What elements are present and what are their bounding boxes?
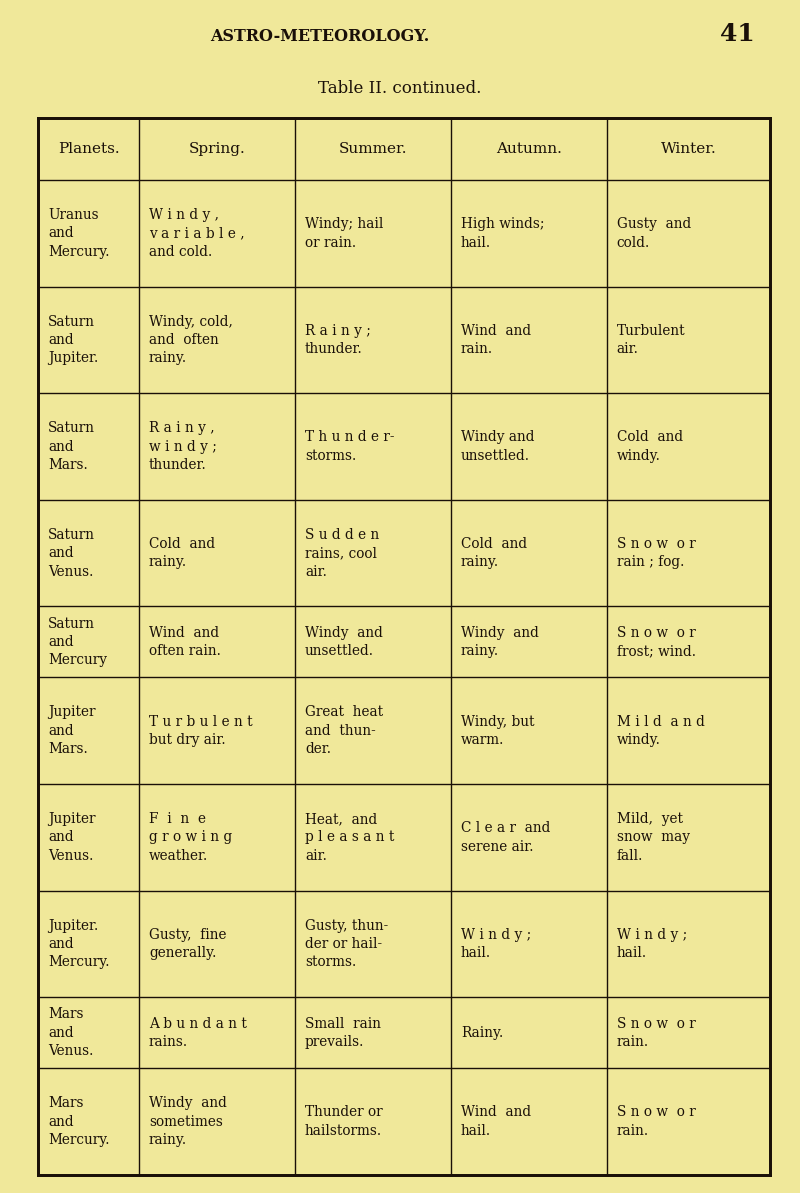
- Text: Turbulent
air.: Turbulent air.: [617, 323, 686, 357]
- Text: S n o w  o r
rain.: S n o w o r rain.: [617, 1016, 695, 1049]
- Text: T h u n d e r-
storms.: T h u n d e r- storms.: [305, 431, 394, 463]
- Text: Thunder or
hailstorms.: Thunder or hailstorms.: [305, 1106, 382, 1138]
- Text: Windy, cold,
and  often
rainy.: Windy, cold, and often rainy.: [149, 315, 233, 365]
- Text: W i n d y ,
v a r i a b l e ,
and cold.: W i n d y , v a r i a b l e , and cold.: [149, 208, 245, 259]
- Text: Mars
and
Venus.: Mars and Venus.: [48, 1007, 94, 1058]
- Text: Jupiter
and
Venus.: Jupiter and Venus.: [48, 812, 95, 863]
- Text: S n o w  o r
frost; wind.: S n o w o r frost; wind.: [617, 626, 696, 659]
- Text: Winter.: Winter.: [661, 142, 716, 156]
- Text: Wind  and
rain.: Wind and rain.: [461, 323, 531, 357]
- Text: M i l d  a n d
windy.: M i l d a n d windy.: [617, 715, 705, 747]
- Text: Cold  and
rainy.: Cold and rainy.: [461, 537, 527, 569]
- Text: High winds;
hail.: High winds; hail.: [461, 217, 544, 249]
- Text: C l e a r  and
serene air.: C l e a r and serene air.: [461, 821, 550, 854]
- Text: R a i n y ,
w i n d y ;
thunder.: R a i n y , w i n d y ; thunder.: [149, 421, 217, 472]
- Text: Wind  and
often rain.: Wind and often rain.: [149, 626, 221, 659]
- Text: Heat,  and
p l e a s a n t
air.: Heat, and p l e a s a n t air.: [305, 812, 394, 863]
- Text: S u d d e n
rains, cool
air.: S u d d e n rains, cool air.: [305, 527, 379, 579]
- Text: W i n d y ;
hail.: W i n d y ; hail.: [461, 928, 531, 960]
- Text: 41: 41: [720, 21, 755, 47]
- Text: Gusty  and
cold.: Gusty and cold.: [617, 217, 691, 249]
- Text: Windy  and
unsettled.: Windy and unsettled.: [305, 626, 383, 659]
- Text: Spring.: Spring.: [189, 142, 246, 156]
- Text: Gusty,  fine
generally.: Gusty, fine generally.: [149, 928, 226, 960]
- Text: Wind  and
hail.: Wind and hail.: [461, 1106, 531, 1138]
- Text: S n o w  o r
rain.: S n o w o r rain.: [617, 1106, 695, 1138]
- Text: Windy  and
rainy.: Windy and rainy.: [461, 626, 538, 659]
- Text: F  i  n  e
g r o w i n g
weather.: F i n e g r o w i n g weather.: [149, 812, 232, 863]
- Text: Small  rain
prevails.: Small rain prevails.: [305, 1016, 381, 1049]
- Text: A b u n d a n t
rains.: A b u n d a n t rains.: [149, 1016, 247, 1049]
- Text: Cold  and
rainy.: Cold and rainy.: [149, 537, 215, 569]
- Text: Cold  and
windy.: Cold and windy.: [617, 431, 683, 463]
- Text: Uranus
and
Mercury.: Uranus and Mercury.: [48, 208, 110, 259]
- Text: Table II. continued.: Table II. continued.: [318, 80, 482, 97]
- Text: Windy; hail
or rain.: Windy; hail or rain.: [305, 217, 383, 249]
- Text: Mild,  yet
snow  may
fall.: Mild, yet snow may fall.: [617, 812, 690, 863]
- Text: Summer.: Summer.: [338, 142, 407, 156]
- Text: ASTRO-METEOROLOGY.: ASTRO-METEOROLOGY.: [210, 27, 430, 45]
- Text: Great  heat
and  thun-
der.: Great heat and thun- der.: [305, 705, 383, 756]
- Text: Autumn.: Autumn.: [496, 142, 562, 156]
- Text: Mars
and
Mercury.: Mars and Mercury.: [48, 1096, 110, 1148]
- Text: Saturn
and
Venus.: Saturn and Venus.: [48, 527, 95, 579]
- Text: W i n d y ;
hail.: W i n d y ; hail.: [617, 928, 687, 960]
- Text: Windy, but
warm.: Windy, but warm.: [461, 715, 534, 747]
- Text: Jupiter.
and
Mercury.: Jupiter. and Mercury.: [48, 919, 110, 970]
- Text: Windy  and
sometimes
rainy.: Windy and sometimes rainy.: [149, 1096, 227, 1148]
- Text: Saturn
and
Mars.: Saturn and Mars.: [48, 421, 95, 472]
- Text: S n o w  o r
rain ; fog.: S n o w o r rain ; fog.: [617, 537, 695, 569]
- Bar: [38, 118, 770, 1175]
- Text: Gusty, thun-
der or hail-
storms.: Gusty, thun- der or hail- storms.: [305, 919, 388, 970]
- Text: Saturn
and
Jupiter.: Saturn and Jupiter.: [48, 315, 98, 365]
- Text: Saturn
and
Mercury: Saturn and Mercury: [48, 617, 107, 667]
- Text: R a i n y ;
thunder.: R a i n y ; thunder.: [305, 323, 371, 357]
- Text: Jupiter
and
Mars.: Jupiter and Mars.: [48, 705, 95, 756]
- Text: T u r b u l e n t
but dry air.: T u r b u l e n t but dry air.: [149, 715, 253, 747]
- Text: Windy and
unsettled.: Windy and unsettled.: [461, 431, 534, 463]
- Text: Rainy.: Rainy.: [461, 1026, 503, 1040]
- Text: Planets.: Planets.: [58, 142, 119, 156]
